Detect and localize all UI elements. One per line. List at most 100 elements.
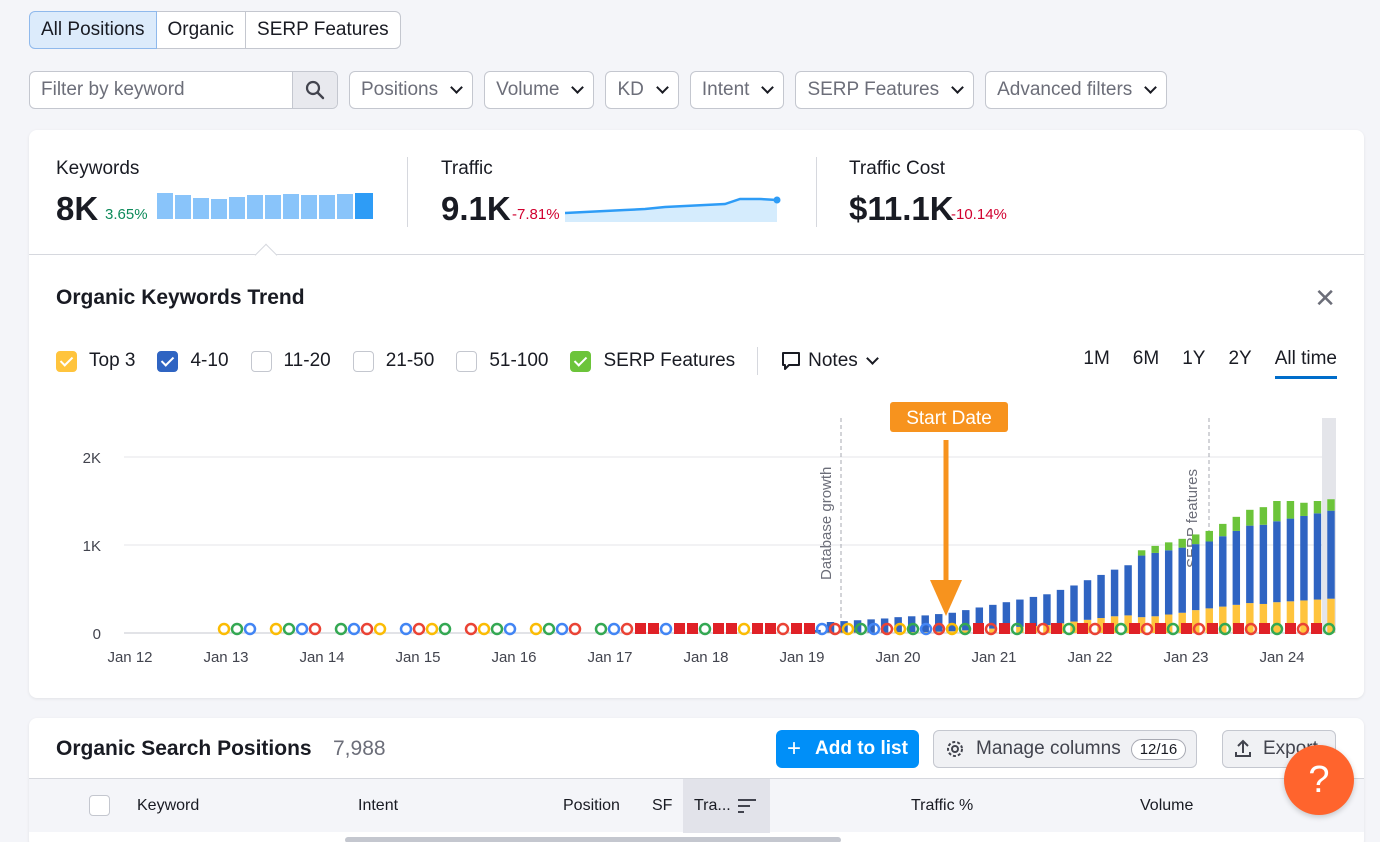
google-update-icon [984, 622, 998, 636]
google-update-icon [698, 622, 712, 636]
horizontal-scrollbar[interactable] [345, 837, 841, 842]
select-all-checkbox[interactable] [89, 795, 110, 816]
range-6m[interactable]: 6M [1132, 348, 1160, 369]
header-sf[interactable]: SF [652, 797, 673, 814]
red-flag-marker [635, 623, 646, 634]
legend-4-10[interactable]: 4-10 [157, 350, 229, 372]
trend-legend: Top 3 4-10 11-20 21-50 51-100 SERP Featu… [56, 347, 879, 375]
red-flag-marker [1103, 623, 1114, 634]
x-tick-label: Jan 21 [971, 649, 1016, 666]
tab-organic[interactable]: Organic [155, 11, 247, 49]
legend-11-20[interactable]: 11-20 [250, 350, 331, 372]
manage-columns-button[interactable]: Manage columns 12/16 [933, 730, 1198, 768]
y-tick-label: 1K [83, 538, 101, 555]
kd-filter-dropdown[interactable]: KD [605, 71, 679, 109]
google-update-icon [776, 622, 790, 636]
keyword-filter-input[interactable] [30, 72, 292, 108]
x-tick-label: Jan 15 [395, 649, 440, 666]
database-growth-label: Database growth [818, 467, 835, 580]
google-update-icon [919, 622, 933, 636]
search-button[interactable] [292, 72, 337, 108]
traffic-cost-metric[interactable]: Traffic Cost $11.1K -10.14% [849, 158, 1007, 227]
bar-top-3 [1205, 608, 1213, 633]
traffic-change: -7.81% [512, 206, 560, 223]
close-icon[interactable]: ✕ [1314, 283, 1336, 313]
bar-4-10 [1110, 569, 1119, 617]
google-update-icon [1244, 622, 1258, 636]
google-update-icon [1296, 622, 1310, 636]
chevron-down-icon [1144, 81, 1158, 94]
red-flag-marker [999, 623, 1010, 634]
header-intent[interactable]: Intent [358, 797, 399, 814]
bar-4-10 [1232, 530, 1241, 605]
range-1y[interactable]: 1Y [1182, 348, 1206, 369]
range-all-time[interactable]: All time [1274, 348, 1337, 379]
search-icon [305, 80, 325, 100]
google-update-icon [399, 622, 413, 636]
dropdown-label: SERP Features [807, 79, 940, 100]
bar-serp-features [1232, 516, 1241, 531]
header-volume[interactable]: Volume [1140, 797, 1194, 814]
notes-dropdown[interactable]: Notes [780, 350, 879, 372]
traffic-metric[interactable]: Traffic 9.1K -7.81% [441, 158, 781, 227]
tab-serp-features[interactable]: SERP Features [245, 11, 401, 49]
volume-filter-dropdown[interactable]: Volume [484, 71, 595, 109]
bar-4-10 [1313, 513, 1322, 600]
bar-4-10 [1246, 525, 1254, 604]
red-flag-marker [973, 623, 984, 634]
serp-features-filter-dropdown[interactable]: SERP Features [795, 71, 975, 109]
y-tick-label: 2K [83, 450, 101, 467]
google-update-icon [1036, 622, 1050, 636]
keywords-metric[interactable]: Keywords 8K 3.65% [56, 158, 373, 227]
comment-icon [782, 352, 801, 370]
bar-top-3 [1178, 612, 1186, 633]
range-2y[interactable]: 2Y [1228, 348, 1252, 369]
chevron-down-icon [761, 81, 775, 94]
bar-serp-features [1192, 534, 1200, 545]
intent-filter-dropdown[interactable]: Intent [689, 71, 785, 109]
bar-top-3 [1259, 603, 1268, 633]
bar-top-3 [1219, 606, 1227, 633]
traffic-column-active-bg [683, 779, 770, 833]
range-1m[interactable]: 1M [1083, 348, 1110, 369]
bar-4-10 [1259, 524, 1268, 604]
legend-51-100[interactable]: 51-100 [456, 350, 548, 372]
legend-serp-features[interactable]: SERP Features [570, 350, 735, 372]
keyword-search [29, 71, 338, 109]
google-update-icon [620, 622, 634, 636]
dropdown-label: Positions [361, 79, 439, 100]
red-flag-marker [1233, 623, 1244, 634]
checkbox [352, 350, 374, 372]
sort-icon[interactable] [738, 798, 756, 814]
header-keyword[interactable]: Keyword [137, 797, 200, 814]
bar-top-3 [1300, 600, 1308, 633]
dropdown-label: Advanced filters [997, 79, 1133, 100]
bar-serp-features [1259, 507, 1268, 525]
checkbox [570, 350, 592, 372]
metric-divider [407, 157, 408, 227]
add-to-list-button[interactable]: + Add to list [776, 730, 919, 768]
legend-21-50[interactable]: 21-50 [352, 350, 434, 372]
help-button[interactable]: ? [1284, 745, 1354, 815]
google-update-icon [464, 622, 478, 636]
bar-4-10 [1273, 521, 1281, 603]
positions-filter-dropdown[interactable]: Positions [349, 71, 474, 109]
red-flag-marker [1311, 623, 1322, 634]
tab-all-positions[interactable]: All Positions [29, 11, 157, 49]
header-traffic-percent[interactable]: Traffic % [911, 797, 974, 814]
traffic-cost-change: -10.14% [951, 206, 1007, 223]
google-update-icon [867, 622, 881, 636]
advanced-filters-dropdown[interactable]: Advanced filters [985, 71, 1168, 109]
traffic-label: Traffic [441, 158, 493, 179]
google-update-icon [659, 622, 673, 636]
bar-4-10 [1219, 536, 1227, 607]
bar-4-10 [1070, 585, 1078, 622]
legend-top-3[interactable]: Top 3 [56, 350, 135, 372]
google-update-icon [1322, 622, 1336, 636]
header-traffic[interactable]: Tra... [694, 797, 731, 814]
header-position[interactable]: Position [563, 797, 620, 814]
x-tick-label: Jan 12 [107, 649, 152, 666]
red-flag-marker [1259, 623, 1270, 634]
bar-top-3 [1164, 614, 1173, 633]
red-flag-marker [1181, 623, 1192, 634]
